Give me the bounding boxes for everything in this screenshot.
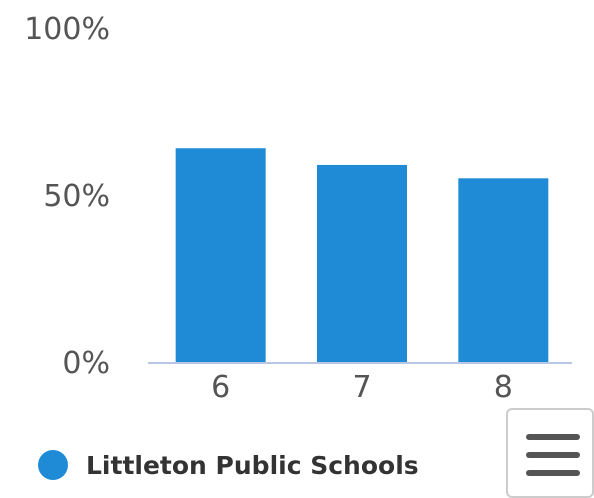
y-tick-label: 100%: [24, 12, 110, 47]
x-tick-label: 8: [494, 370, 513, 405]
bar-grade-7[interactable]: [317, 164, 407, 362]
x-tick-label: 7: [352, 370, 371, 405]
legend-label: Littleton Public Schools: [86, 450, 419, 480]
bar-grade-6[interactable]: [175, 148, 266, 362]
x-tick-label: 6: [211, 370, 230, 405]
bar-grade-8[interactable]: [458, 178, 549, 362]
y-tick-label: 50%: [43, 179, 110, 214]
legend-marker: [38, 450, 68, 480]
chart-menu-button[interactable]: [506, 408, 594, 498]
legend[interactable]: Littleton Public Schools: [38, 450, 419, 480]
y-tick-label: 0%: [62, 346, 110, 381]
